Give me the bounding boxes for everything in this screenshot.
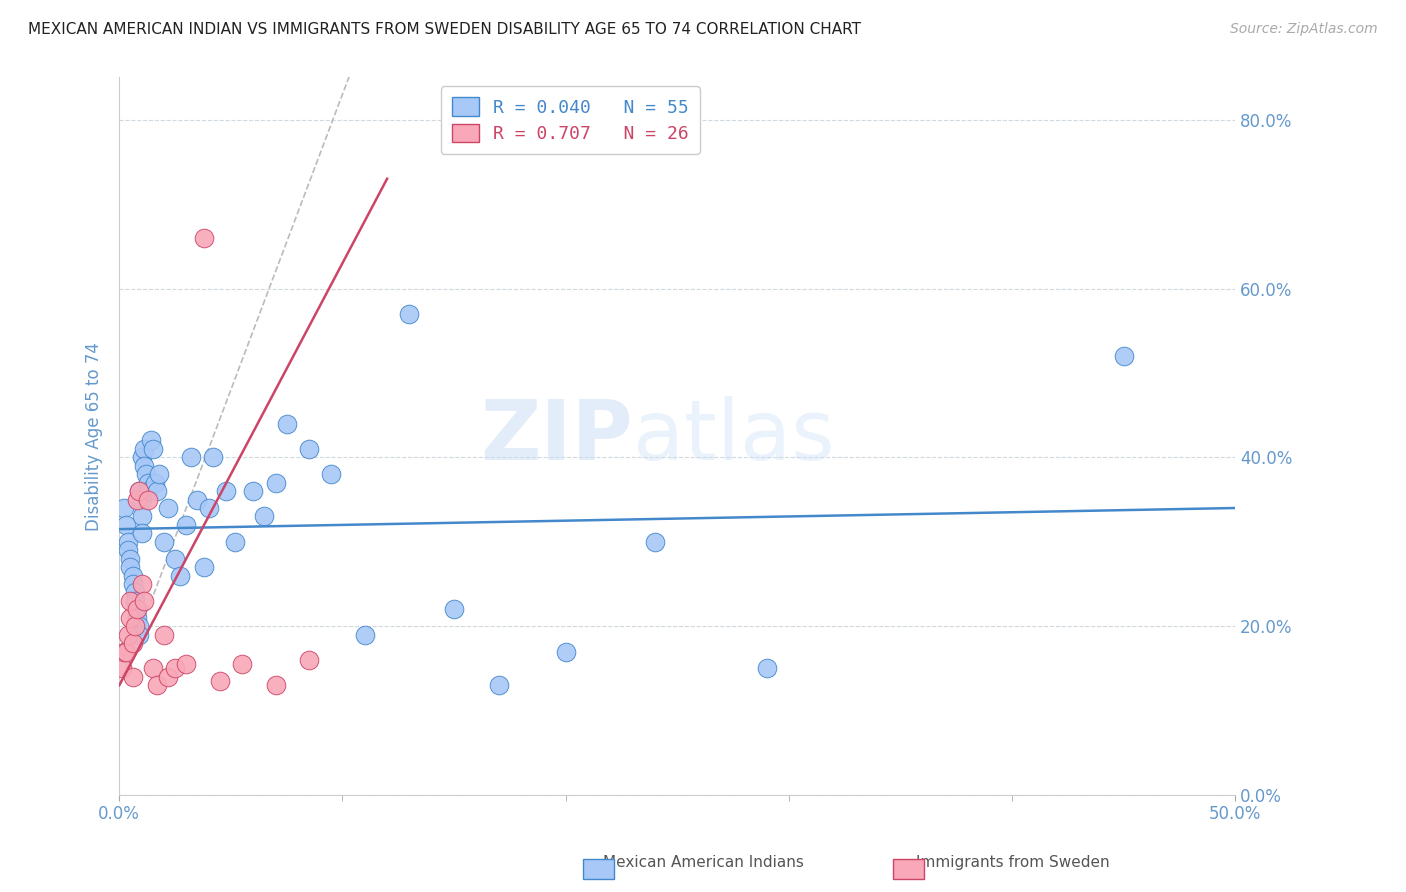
Point — [208, 674, 231, 689]
Point — [215, 484, 238, 499]
Point — [128, 627, 150, 641]
Legend: R = 0.040   N = 55, R = 0.707   N = 26: R = 0.040 N = 55, R = 0.707 N = 26 — [440, 87, 700, 154]
Point — [1112, 349, 1135, 363]
Point — [128, 619, 150, 633]
Point — [202, 450, 225, 465]
Point — [131, 450, 153, 465]
Y-axis label: Disability Age 65 to 74: Disability Age 65 to 74 — [86, 342, 103, 531]
Point — [132, 594, 155, 608]
Text: Source: ZipAtlas.com: Source: ZipAtlas.com — [1230, 22, 1378, 37]
Point — [131, 577, 153, 591]
Point — [143, 475, 166, 490]
Point — [139, 434, 162, 448]
Point — [110, 661, 132, 675]
Point — [127, 602, 149, 616]
Point — [142, 661, 165, 675]
Text: Mexican American Indians: Mexican American Indians — [603, 855, 803, 870]
Point — [224, 534, 246, 549]
Point — [264, 475, 287, 490]
Point — [174, 517, 197, 532]
Point — [443, 602, 465, 616]
Point — [253, 509, 276, 524]
Point — [148, 467, 170, 482]
Point — [169, 568, 191, 582]
Point — [298, 653, 321, 667]
Point — [132, 458, 155, 473]
Point — [554, 644, 576, 658]
Point — [153, 627, 176, 641]
Point — [131, 509, 153, 524]
Point — [112, 644, 135, 658]
Point — [121, 577, 143, 591]
Point — [135, 467, 157, 482]
Point — [276, 417, 298, 431]
Point — [124, 619, 146, 633]
Point — [180, 450, 202, 465]
Point — [120, 611, 142, 625]
Point — [136, 475, 159, 490]
Point — [120, 594, 142, 608]
Point — [264, 678, 287, 692]
Point — [197, 501, 219, 516]
Point — [298, 442, 321, 456]
Point — [353, 627, 375, 641]
Point — [131, 526, 153, 541]
Point — [128, 484, 150, 499]
Point — [115, 644, 138, 658]
Point — [193, 231, 215, 245]
Point — [165, 661, 187, 675]
Point — [127, 611, 149, 625]
Point — [193, 560, 215, 574]
Point — [242, 484, 264, 499]
Point — [174, 657, 197, 672]
Point — [153, 534, 176, 549]
Point — [117, 534, 139, 549]
Point — [136, 484, 159, 499]
Point — [120, 551, 142, 566]
Point — [121, 568, 143, 582]
Point — [136, 492, 159, 507]
Point — [121, 670, 143, 684]
Point — [321, 467, 343, 482]
Point — [186, 492, 208, 507]
Point — [644, 534, 666, 549]
Point — [115, 517, 138, 532]
Point — [488, 678, 510, 692]
Point — [165, 551, 187, 566]
Point — [121, 636, 143, 650]
Text: atlas: atlas — [633, 396, 834, 476]
Point — [120, 560, 142, 574]
Text: ZIP: ZIP — [479, 396, 633, 476]
Point — [127, 492, 149, 507]
Point — [398, 307, 420, 321]
Point — [231, 657, 253, 672]
Point — [142, 442, 165, 456]
Point — [146, 678, 169, 692]
Point — [117, 627, 139, 641]
Point — [124, 594, 146, 608]
Point — [124, 585, 146, 599]
Point — [157, 501, 180, 516]
Text: MEXICAN AMERICAN INDIAN VS IMMIGRANTS FROM SWEDEN DISABILITY AGE 65 TO 74 CORREL: MEXICAN AMERICAN INDIAN VS IMMIGRANTS FR… — [28, 22, 860, 37]
Point — [157, 670, 180, 684]
Point — [112, 501, 135, 516]
Point — [128, 484, 150, 499]
Point — [146, 484, 169, 499]
Point — [132, 442, 155, 456]
Point — [755, 661, 778, 675]
Text: Immigrants from Sweden: Immigrants from Sweden — [915, 855, 1109, 870]
Point — [117, 543, 139, 558]
Point — [131, 492, 153, 507]
Point — [127, 602, 149, 616]
